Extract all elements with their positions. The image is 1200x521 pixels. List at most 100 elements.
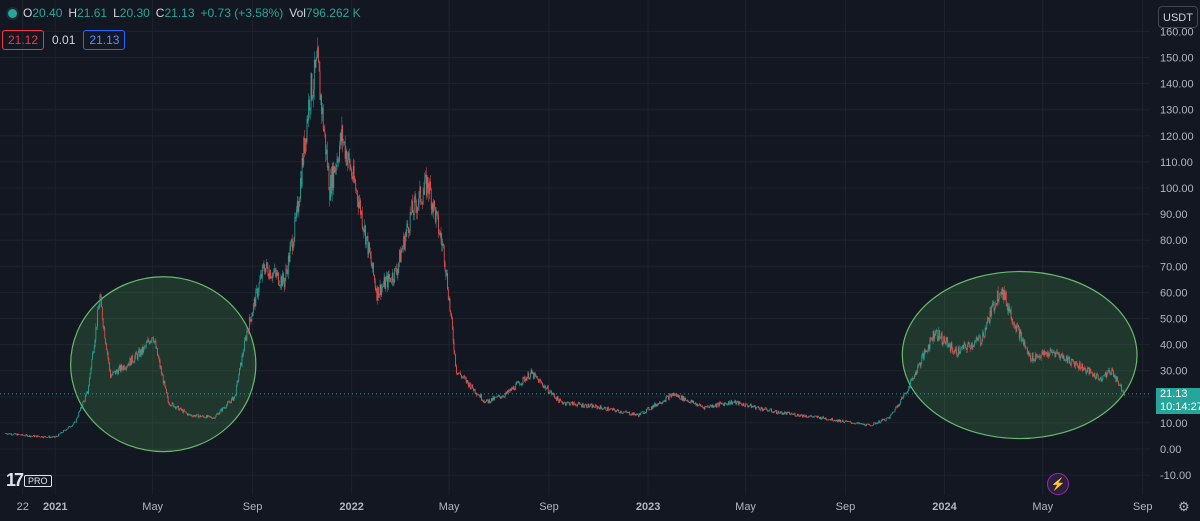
candle-body — [687, 400, 689, 402]
candle-body — [911, 377, 913, 380]
candle-body — [587, 403, 589, 408]
candle-body — [366, 236, 368, 237]
candle-body — [238, 375, 240, 382]
candle-body — [211, 417, 213, 419]
candle-body — [67, 428, 68, 430]
candle-body — [766, 408, 768, 410]
candle-body — [929, 337, 931, 349]
candle-body — [763, 409, 764, 411]
candle-body — [438, 215, 439, 234]
candle-body — [40, 437, 42, 438]
candle-body — [476, 393, 478, 396]
candle-body — [962, 345, 964, 350]
candle-body — [331, 165, 333, 194]
candle-body — [857, 422, 859, 424]
candle-body — [838, 419, 840, 422]
candle-body — [218, 413, 219, 415]
candle-body — [1110, 374, 1112, 375]
buy-price-button[interactable]: 21.13 — [83, 30, 126, 50]
candle-body — [300, 178, 301, 199]
y-tick-label: 40.00 — [1160, 340, 1188, 352]
candle-body — [807, 416, 809, 418]
x-tick-label: Sep — [243, 501, 263, 513]
candle-body — [1047, 352, 1049, 357]
candle-body — [581, 403, 583, 407]
candle-body — [434, 207, 436, 222]
candle-body — [535, 375, 537, 377]
candle-body — [485, 401, 487, 403]
candle-body — [748, 406, 750, 408]
candle-body — [441, 239, 443, 246]
candle-body — [570, 402, 572, 405]
candle-body — [1095, 373, 1097, 379]
candle-body — [1030, 355, 1032, 361]
candle-body — [516, 382, 518, 384]
candle-body — [392, 273, 394, 282]
candle-body — [918, 362, 920, 365]
candle-body — [633, 412, 634, 416]
candle-body — [304, 138, 306, 154]
candle-body — [673, 392, 675, 396]
candle-body — [414, 197, 416, 198]
candle-body — [787, 412, 789, 413]
candle-body — [410, 212, 412, 213]
candle-body — [940, 333, 942, 338]
gear-icon[interactable]: ⚙ — [1178, 499, 1190, 514]
grid — [0, 0, 1150, 495]
candle-body — [767, 409, 768, 412]
bid-ask-row: 21.12 0.01 21.13 — [2, 30, 126, 50]
candle-body — [1042, 351, 1044, 355]
candle-body — [387, 273, 389, 288]
lightning-icon[interactable]: ⚡ — [1047, 473, 1069, 495]
candle-body — [619, 412, 621, 414]
candle-body — [269, 270, 271, 279]
candle-body — [458, 372, 460, 374]
candle-body — [601, 407, 603, 410]
candle-body — [56, 436, 58, 437]
candle-body — [198, 416, 200, 418]
candle-body — [520, 384, 521, 386]
y-tick-label: 130.00 — [1160, 105, 1194, 117]
candle-body — [111, 374, 113, 376]
candle-body — [949, 346, 951, 352]
symbol-status-icon — [8, 8, 17, 18]
candle-body — [940, 337, 941, 339]
candle-body — [93, 346, 95, 353]
candle-body — [431, 203, 433, 210]
candle-body — [262, 264, 264, 266]
candle-body — [939, 330, 941, 339]
candle-body — [1014, 325, 1016, 327]
sell-price-button[interactable]: 21.12 — [2, 30, 45, 50]
candle-body — [603, 407, 605, 409]
currency-selector[interactable]: USDT ▾ — [1158, 6, 1198, 28]
candle-body — [119, 365, 121, 371]
candle-body — [412, 200, 413, 213]
candle-body — [335, 167, 336, 173]
candle-body — [525, 378, 526, 382]
candle-body — [724, 403, 726, 404]
candle-body — [17, 433, 19, 436]
tradingview-logo-icon[interactable]: 17 PRO — [6, 470, 52, 491]
candle-body — [358, 202, 360, 208]
candle-body — [639, 413, 641, 415]
candle-body — [499, 395, 500, 397]
candle-body — [672, 392, 674, 396]
candle-body — [963, 343, 965, 350]
candle-body — [440, 232, 442, 240]
candle-body — [812, 416, 814, 418]
candle-body — [90, 368, 92, 374]
candle-body — [391, 281, 392, 283]
candle-body — [257, 288, 258, 297]
candle-body — [131, 355, 133, 362]
candle-body — [435, 211, 437, 222]
candle-body — [232, 396, 234, 401]
candle-body — [270, 277, 272, 279]
candle-body — [529, 377, 530, 379]
candle-body — [599, 405, 601, 410]
volume-label: Vol — [289, 6, 306, 20]
candle-body — [597, 406, 599, 409]
candle-body — [406, 223, 408, 232]
candle-body — [1029, 355, 1031, 357]
candle-body — [162, 374, 163, 376]
